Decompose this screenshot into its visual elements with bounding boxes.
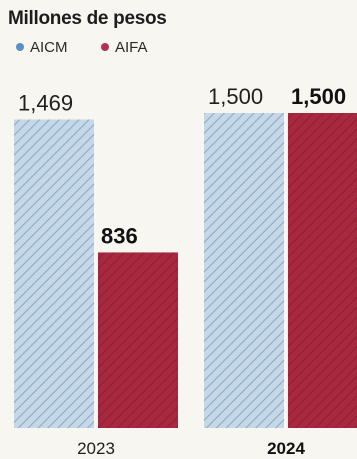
legend-marker-aicm bbox=[16, 43, 24, 51]
bar-aicm-2023 bbox=[14, 119, 94, 428]
chart-title: Millones de pesos bbox=[8, 8, 167, 29]
legend-label-aicm: AICM bbox=[30, 39, 68, 56]
bar-aicm-2024 bbox=[204, 113, 284, 428]
legend: AICM AIFA bbox=[16, 39, 148, 56]
bar-aifa-2023 bbox=[98, 252, 178, 428]
x-tick-2024: 2024 bbox=[267, 439, 305, 458]
value-labels-group: 1,469 836 1,500 1,500 bbox=[18, 84, 346, 248]
legend-label-aifa: AIFA bbox=[115, 39, 148, 56]
value-label-aifa-2024: 1,500 bbox=[291, 84, 346, 109]
bar-aifa-2024 bbox=[288, 113, 357, 428]
value-label-aicm-2024: 1,500 bbox=[208, 84, 263, 109]
x-axis-ticks: 2023 2024 bbox=[77, 439, 305, 458]
value-label-aifa-2023: 836 bbox=[101, 223, 138, 248]
legend-marker-aifa bbox=[101, 43, 109, 51]
x-tick-2023: 2023 bbox=[77, 439, 115, 458]
value-label-aicm-2023: 1,469 bbox=[18, 91, 73, 116]
bars-group bbox=[14, 113, 357, 428]
